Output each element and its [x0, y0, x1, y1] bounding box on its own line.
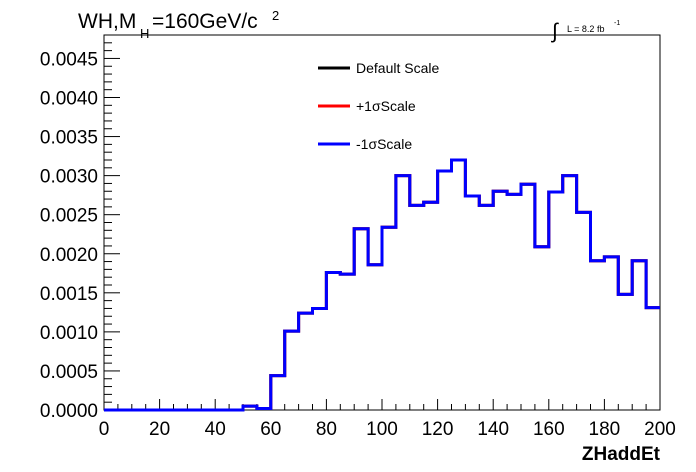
legend-entry-label: Default Scale [356, 60, 439, 76]
x-tick-label: 60 [260, 419, 281, 440]
luminosity-integral-sign: ∫ [551, 20, 559, 43]
luminosity-superscript: -1 [614, 20, 620, 27]
x-tick-label: 100 [366, 419, 398, 440]
legend: Default Scale +1σScale -1σScale [318, 60, 439, 152]
series-lines [104, 158, 660, 412]
y-tick-label: 0.0000 [40, 401, 98, 422]
x-tick-label: 120 [422, 419, 454, 440]
x-tick-label: 200 [644, 419, 676, 440]
y-tick-label: 0.0005 [40, 362, 98, 383]
x-tick-label: 160 [533, 419, 565, 440]
series-line-minus1sigma [104, 158, 660, 412]
x-axis-label: ZHaddEt [582, 444, 661, 465]
luminosity-label: L = 8.2 fb [567, 24, 604, 34]
y-tick-label: 0.0015 [40, 284, 98, 305]
x-tick-label: 180 [589, 419, 621, 440]
x-tick-label: 40 [205, 419, 226, 440]
y-tick-label: 0.0040 [40, 89, 98, 110]
x-tick-label: 80 [316, 419, 337, 440]
chart-title-subscript: H [140, 26, 149, 41]
x-axis: 0 20 40 60 80 100 120 140 160 180 200 [99, 399, 676, 440]
legend-entry-label: +1σScale [356, 98, 416, 114]
x-tick-label: 140 [477, 419, 509, 440]
y-tick-label: 0.0035 [40, 128, 98, 149]
y-tick-label: 0.0045 [40, 49, 98, 70]
x-tick-label: 0 [99, 419, 110, 440]
chart-title-superscript: 2 [272, 8, 279, 23]
y-tick-label: 0.0025 [40, 206, 98, 227]
x-tick-label: 20 [149, 419, 170, 440]
y-axis: 0.0000 0.0005 0.0010 0.0015 0.0020 0.0025 0.00… [40, 34, 120, 422]
y-tick-label: 0.0030 [40, 167, 98, 188]
chart-title-value: =160GeV/c [152, 10, 258, 33]
y-tick-label: 0.0010 [40, 323, 98, 344]
y-tick-label: 0.0020 [40, 245, 98, 266]
chart-title: WH,M [78, 10, 136, 33]
legend-entry-label: -1σScale [356, 136, 412, 152]
